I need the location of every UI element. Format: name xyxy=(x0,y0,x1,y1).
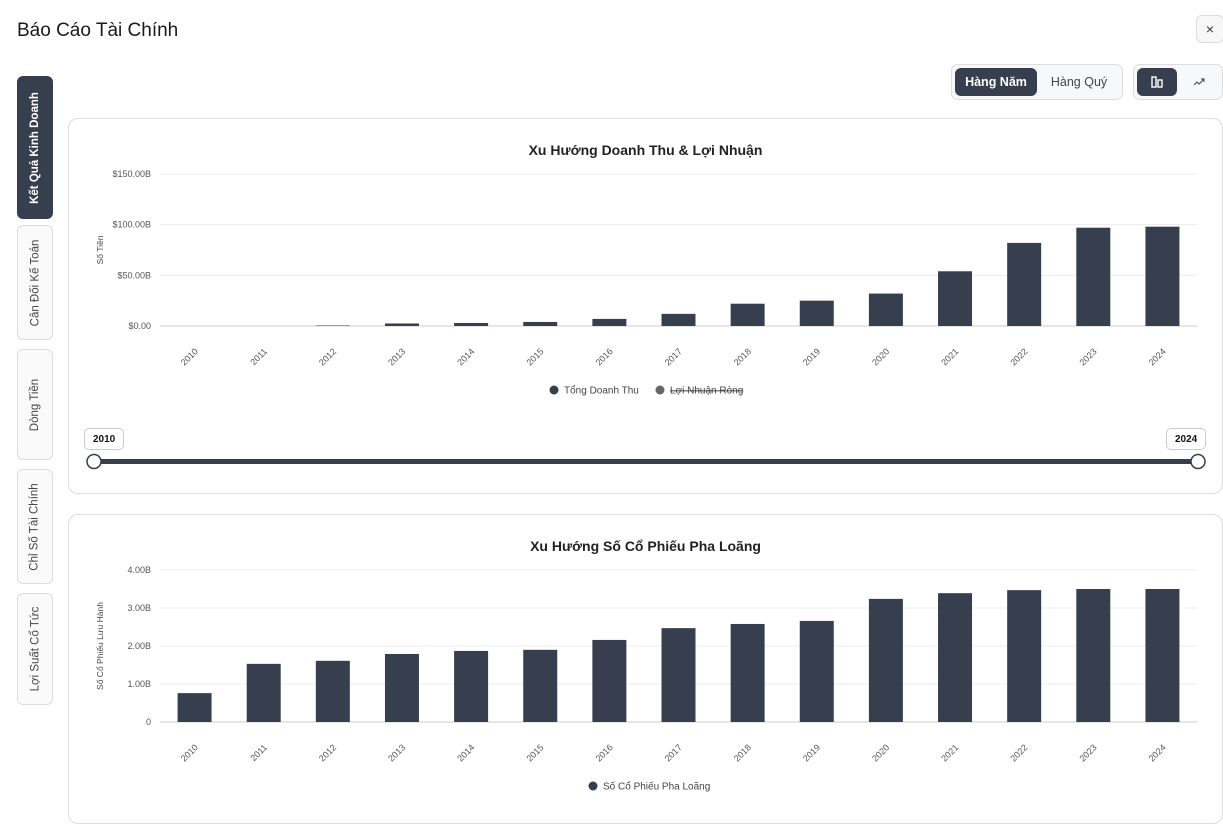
range-handle-start[interactable] xyxy=(86,453,102,470)
legend-marker xyxy=(588,781,598,791)
range-end-label: 2024 xyxy=(1166,428,1207,450)
x-tick-label: 2017 xyxy=(663,742,684,763)
x-tick-label: 2010 xyxy=(179,742,200,763)
bar-2016 xyxy=(592,639,627,722)
x-tick-label: 2016 xyxy=(594,742,615,763)
y-tick-label: 2.00B xyxy=(127,641,151,651)
page-title: Báo Cáo Tài Chính xyxy=(17,20,179,41)
chart-title: Xu Hướng Doanh Thu & Lợi Nhuận xyxy=(528,142,763,158)
range-start-label: 2010 xyxy=(84,428,125,450)
sidebar-item-income[interactable]: Kết Quả Kinh Doanh xyxy=(17,76,53,219)
close-button[interactable]: × xyxy=(1196,15,1223,43)
y-tick-label: $100.00B xyxy=(112,220,151,230)
y-tick-label: 0 xyxy=(146,717,151,727)
legend-item: Lợi Nhuận Ròng xyxy=(670,386,743,397)
bar-2010 xyxy=(177,693,212,722)
legend-marker xyxy=(549,385,559,395)
bar-2017 xyxy=(661,313,696,326)
bar-2017 xyxy=(661,628,696,722)
bar-2022 xyxy=(1007,590,1042,722)
bar-2015 xyxy=(523,321,558,326)
bar-2021 xyxy=(938,593,973,722)
bar-2021 xyxy=(938,271,973,326)
bar-2024 xyxy=(1145,226,1180,326)
x-tick-label: 2024 xyxy=(1147,742,1168,763)
bar-2023 xyxy=(1076,227,1111,326)
x-tick-label: 2012 xyxy=(317,742,338,763)
bar-2020 xyxy=(868,598,903,722)
y-tick-label: 3.00B xyxy=(127,603,151,613)
bar-2013 xyxy=(384,653,419,722)
sidebar-item-ratios[interactable]: Chỉ Số Tài Chính xyxy=(17,469,53,584)
x-tick-label: 2020 xyxy=(870,742,891,763)
bar-2012 xyxy=(315,660,350,722)
x-tick-label: 2013 xyxy=(386,742,407,763)
bar-2023 xyxy=(1076,589,1111,722)
sidebar-item-dividend[interactable]: Lợi Suất Cổ Tức xyxy=(17,593,53,705)
chart-type-toggle xyxy=(1133,64,1223,100)
y-axis-label: Số Tiền xyxy=(95,235,105,264)
x-tick-label: 2018 xyxy=(732,742,753,763)
x-tick-label: 2015 xyxy=(524,742,545,763)
legend-marker xyxy=(655,385,665,395)
legend-item: Tổng Doanh Thu xyxy=(564,385,639,397)
legend-item: Số Cổ Phiếu Pha Loãng xyxy=(603,781,710,793)
x-tick-label: 2021 xyxy=(939,742,960,763)
y-tick-label: $150.00B xyxy=(112,169,151,179)
range-track[interactable] xyxy=(94,459,1198,464)
y-tick-label: $0.00 xyxy=(128,321,151,331)
x-tick-label: 2014 xyxy=(455,742,476,763)
x-tick-label: 2011 xyxy=(248,742,269,763)
x-tick-label: 2019 xyxy=(801,742,822,763)
bar-2015 xyxy=(523,649,558,722)
x-tick-label: 2023 xyxy=(1077,742,1098,763)
bar-2020 xyxy=(868,293,903,326)
bar-2014 xyxy=(454,650,489,722)
y-tick-label: $50.00B xyxy=(117,270,151,280)
bar-2019 xyxy=(799,620,834,722)
period-annual-button[interactable]: Hàng Năm xyxy=(955,68,1037,96)
period-toggle: Hàng Năm Hàng Quý xyxy=(951,64,1123,100)
bar-2019 xyxy=(799,300,834,326)
bar-2016 xyxy=(592,318,627,326)
bar-2018 xyxy=(730,623,765,722)
bar-2014 xyxy=(454,322,489,326)
y-axis-label: Số Cổ Phiếu Lưu Hành xyxy=(95,602,105,690)
sidebar-item-balance[interactable]: Cân Đối Kế Toán xyxy=(17,225,53,340)
period-quarterly-button[interactable]: Hàng Quý xyxy=(1050,75,1108,89)
bar-2024 xyxy=(1145,589,1180,722)
bar-2022 xyxy=(1007,242,1042,326)
y-tick-label: 4.00B xyxy=(127,565,151,575)
range-handle-end[interactable] xyxy=(1190,453,1206,470)
bar-2012 xyxy=(315,325,350,326)
sidebar-item-cashflow[interactable]: Dòng Tiền xyxy=(17,349,53,460)
trend-line-icon xyxy=(1193,78,1205,86)
chart-title: Xu Hướng Số Cổ Phiếu Pha Loãng xyxy=(530,538,761,554)
bar-chart-icon xyxy=(1151,76,1163,88)
bar-2011 xyxy=(246,663,281,722)
y-tick-label: 1.00B xyxy=(127,679,151,689)
bar-2013 xyxy=(384,323,419,326)
line-chart-button[interactable] xyxy=(1179,68,1219,96)
bar-2018 xyxy=(730,303,765,326)
bar-chart-button[interactable] xyxy=(1137,68,1177,96)
x-tick-label: 2022 xyxy=(1008,742,1029,763)
